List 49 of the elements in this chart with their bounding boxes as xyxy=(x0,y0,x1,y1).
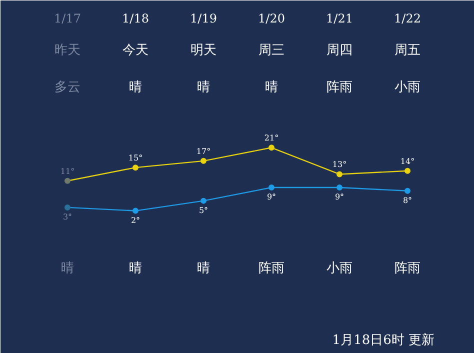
text: 阵雨 xyxy=(258,261,285,276)
data-label: 5° xyxy=(198,206,208,215)
point xyxy=(132,208,138,214)
data-label: 9° xyxy=(334,192,344,202)
text: 明天 xyxy=(190,43,216,58)
text: 周三 xyxy=(258,43,285,58)
point xyxy=(336,184,343,191)
text: 多云 xyxy=(54,80,80,95)
x-tick-label: 1/19 xyxy=(190,12,217,26)
text: 晴 xyxy=(265,80,278,95)
data-label: 15° xyxy=(128,154,143,163)
text: 小雨 xyxy=(326,261,353,276)
text: 周四 xyxy=(326,43,353,58)
point xyxy=(268,184,275,191)
text: 阵雨 xyxy=(326,80,353,95)
x-tick-label: 1/18 xyxy=(122,12,149,26)
text: 晴 xyxy=(128,261,142,276)
x-tick-label: 1/22 xyxy=(394,12,421,26)
data-label: 8° xyxy=(402,196,412,205)
text: 今天 xyxy=(122,43,148,58)
x-tick-label: 1/20 xyxy=(258,12,285,26)
point xyxy=(64,178,70,184)
text: 阵雨 xyxy=(394,261,421,276)
data-label: 2° xyxy=(130,216,140,225)
text: 晴 xyxy=(196,80,210,95)
x-tick-label: 1/17 xyxy=(54,12,81,26)
text: 晴 xyxy=(60,261,74,276)
data-label: 14° xyxy=(400,156,415,166)
point xyxy=(404,188,411,194)
data-label: 13° xyxy=(332,160,347,170)
data-label: 9° xyxy=(266,192,276,202)
point xyxy=(132,164,138,171)
data-label: 17° xyxy=(196,146,211,156)
text: 周五 xyxy=(394,43,421,58)
text: 小雨 xyxy=(394,80,421,95)
data-label: 3° xyxy=(62,212,72,222)
point xyxy=(200,198,206,204)
data-label: 11° xyxy=(60,166,75,176)
x-tick-label: 1/21 xyxy=(326,12,353,26)
point xyxy=(336,171,343,178)
text: 晴 xyxy=(128,80,142,95)
data-label: 21° xyxy=(264,134,279,143)
point xyxy=(200,158,206,164)
text: 昨天 xyxy=(54,43,80,58)
point xyxy=(404,168,411,174)
point xyxy=(268,144,275,151)
text: 1月18日6时 更新 xyxy=(332,333,434,348)
point xyxy=(64,204,70,210)
text: 晴 xyxy=(196,261,210,276)
